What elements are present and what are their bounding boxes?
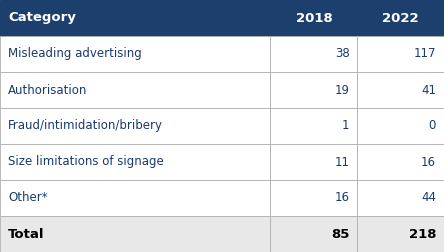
Bar: [0, 36, 270, 72]
Bar: [270, 0, 357, 36]
Text: 11: 11: [334, 155, 349, 169]
Text: Total: Total: [8, 228, 44, 240]
Text: 41: 41: [421, 83, 436, 97]
Bar: [0, 216, 270, 252]
Text: 2018: 2018: [296, 12, 332, 24]
Text: 1: 1: [342, 119, 349, 133]
Text: 19: 19: [334, 83, 349, 97]
Text: 117: 117: [413, 47, 436, 60]
Text: Other*: Other*: [8, 192, 48, 205]
Bar: [270, 36, 357, 72]
Bar: [270, 72, 357, 108]
Bar: [357, 72, 444, 108]
Text: 16: 16: [421, 155, 436, 169]
Text: 2022: 2022: [382, 12, 419, 24]
Text: Category: Category: [8, 12, 76, 24]
Bar: [357, 180, 444, 216]
Bar: [0, 0, 270, 36]
Bar: [357, 108, 444, 144]
Bar: [270, 180, 357, 216]
Text: Fraud/intimidation/bribery: Fraud/intimidation/bribery: [8, 119, 163, 133]
Text: 218: 218: [408, 228, 436, 240]
Text: Size limitations of signage: Size limitations of signage: [8, 155, 164, 169]
Bar: [0, 108, 270, 144]
Bar: [0, 72, 270, 108]
Bar: [0, 144, 270, 180]
Text: 38: 38: [335, 47, 349, 60]
Bar: [357, 144, 444, 180]
Text: 44: 44: [421, 192, 436, 205]
Bar: [270, 144, 357, 180]
Bar: [357, 36, 444, 72]
Bar: [0, 180, 270, 216]
Bar: [357, 0, 444, 36]
Bar: [357, 216, 444, 252]
Bar: [270, 216, 357, 252]
Text: Authorisation: Authorisation: [8, 83, 87, 97]
Text: 85: 85: [331, 228, 349, 240]
Text: 16: 16: [334, 192, 349, 205]
Text: Misleading advertising: Misleading advertising: [8, 47, 142, 60]
Text: 0: 0: [428, 119, 436, 133]
Bar: [270, 108, 357, 144]
